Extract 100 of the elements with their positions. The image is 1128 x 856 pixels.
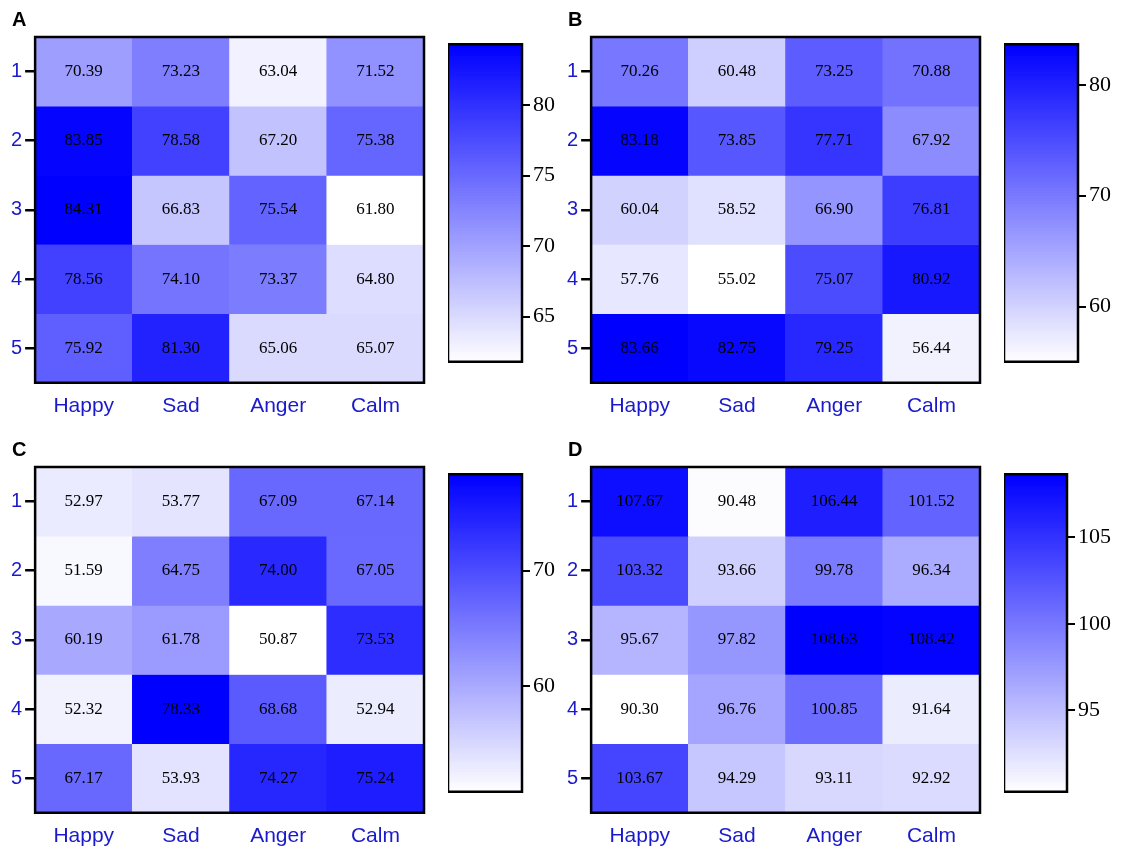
x-tick-label: Sad: [162, 823, 200, 847]
y-tick-label: 2: [11, 558, 23, 581]
data-label: 60.48: [717, 61, 757, 81]
data-label: 67.20: [259, 130, 298, 150]
data-label: 60.19: [64, 629, 103, 649]
data-label: 93.11: [815, 767, 853, 787]
y-tick-label: 1: [11, 59, 23, 82]
x-tick-label: Happy: [53, 823, 115, 847]
color-bar-label: 60: [533, 671, 555, 697]
data-label: 66.90: [815, 199, 854, 219]
data-label: 70.39: [64, 61, 103, 81]
data-label: 73.23: [161, 61, 201, 81]
data-label: 55.02: [717, 268, 757, 288]
y-tick-label: 5: [11, 765, 23, 788]
data-label: 83.85: [64, 130, 103, 150]
x-tick-label: Anger: [250, 393, 307, 417]
y-tick-label: 5: [567, 765, 579, 788]
data-label: 67.14: [356, 491, 396, 511]
data-label: 83.18: [620, 130, 659, 150]
data-label: 76.81: [912, 199, 951, 219]
data-label: 67.05: [356, 560, 395, 580]
data-label: 77.71: [815, 130, 854, 150]
data-label: 67.09: [259, 491, 298, 511]
data-label: 75.07: [815, 268, 854, 288]
data-label: 93.66: [717, 560, 757, 580]
data-label: 66.83: [161, 199, 201, 219]
chart-title: C: [12, 438, 27, 461]
data-label: 58.52: [717, 199, 757, 219]
data-label: 90.30: [620, 698, 659, 718]
data-label: 53.77: [161, 491, 201, 511]
x-tick-label: Sad: [718, 823, 756, 847]
data-label: 106.44: [810, 491, 859, 511]
data-label: 103.32: [616, 560, 664, 580]
data-label: 90.48: [717, 491, 757, 511]
y-tick-label: 2: [11, 128, 23, 151]
color-bar-label: 105: [1078, 522, 1111, 548]
x-tick-label: Calm: [906, 823, 956, 847]
color-bar-label: 70: [1089, 181, 1111, 207]
y-tick-label: 3: [11, 197, 23, 220]
data-label: 61.80: [356, 199, 395, 219]
data-label: 68.68: [259, 698, 298, 718]
data-label: 67.17: [64, 767, 104, 787]
data-label: 99.78: [815, 560, 854, 580]
chart-title: A: [12, 8, 27, 31]
data-label: 53.93: [161, 767, 201, 787]
data-label: 52.32: [64, 698, 103, 718]
color-bar-label: 100: [1078, 609, 1111, 635]
y-tick-label: 1: [567, 489, 579, 512]
data-label: 81.30: [161, 337, 201, 357]
data-label: 107.67: [616, 491, 664, 511]
data-label: 61.78: [161, 629, 201, 649]
y-tick-label: 5: [567, 335, 579, 358]
data-label: 74.10: [161, 268, 201, 288]
data-label: 100.85: [810, 698, 858, 718]
data-label: 91.64: [912, 698, 952, 718]
data-label: 79.25: [815, 337, 854, 357]
color-bar-label: 95: [1078, 696, 1100, 722]
data-label: 73.25: [815, 61, 854, 81]
data-label: 78.56: [64, 268, 103, 288]
y-tick-label: 3: [567, 197, 579, 220]
data-label: 73.53: [356, 629, 395, 649]
data-label: 73.37: [259, 268, 298, 288]
data-label: 64.80: [356, 268, 395, 288]
data-label: 73.85: [717, 130, 757, 150]
color-bar-label: 65: [533, 302, 555, 328]
color-bar-label: 80: [533, 90, 555, 116]
data-label: 78.58: [161, 130, 201, 150]
chart-title: B: [568, 8, 583, 31]
color-bar-label: 60: [1089, 292, 1111, 318]
data-label: 51.59: [64, 560, 103, 580]
data-label: 70.88: [912, 61, 951, 81]
data-label: 75.92: [64, 337, 103, 357]
data-label: 95.67: [620, 629, 660, 649]
data-label: 75.24: [356, 767, 396, 787]
x-tick-label: Sad: [162, 393, 200, 417]
color-bar-label: 80: [1089, 70, 1111, 96]
data-label: 56.44: [912, 337, 952, 357]
x-tick-label: Happy: [609, 823, 671, 847]
data-label: 101.52: [908, 491, 955, 511]
data-label: 78.33: [161, 698, 201, 718]
data-label: 65.07: [356, 337, 396, 357]
y-tick-label: 3: [567, 627, 579, 650]
data-label: 92.92: [912, 767, 951, 787]
data-label: 82.75: [717, 337, 757, 357]
x-tick-label: Happy: [609, 393, 671, 417]
y-tick-label: 4: [11, 696, 23, 719]
data-label: 71.52: [356, 61, 395, 81]
chart-title: D: [568, 438, 583, 461]
x-tick-label: Anger: [806, 823, 863, 847]
color-bar-label: 70: [533, 556, 555, 582]
x-tick-label: Sad: [718, 393, 756, 417]
data-label: 74.27: [259, 767, 298, 787]
color-bar-label: 70: [533, 231, 555, 257]
data-label: 63.04: [259, 61, 298, 81]
y-tick-label: 1: [567, 59, 579, 82]
data-label: 50.87: [259, 629, 298, 649]
y-tick-label: 5: [11, 335, 23, 358]
data-label: 75.38: [356, 130, 395, 150]
data-label: 84.31: [64, 199, 103, 219]
data-label: 80.92: [912, 268, 951, 288]
